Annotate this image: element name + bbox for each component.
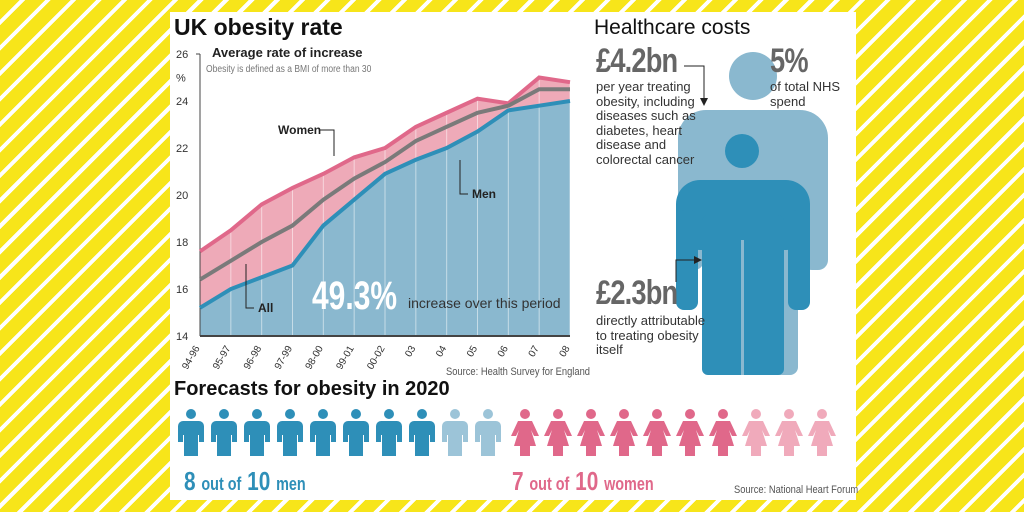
man-icon	[440, 408, 470, 461]
x-tick-label: 03	[403, 344, 418, 360]
y-tick-label: 18	[176, 237, 188, 249]
men-out-of: out of	[201, 474, 242, 494]
men-total: 10	[247, 466, 271, 496]
x-tick-label: 95-97	[211, 344, 234, 372]
x-tick-label: 94-96	[180, 344, 203, 372]
series-line-women	[198, 75, 571, 254]
x-tick-label: 04	[434, 344, 449, 360]
men-forecast: 8 out of 10 men	[184, 466, 306, 497]
man-icon	[374, 408, 404, 461]
costs-title: Healthcare costs	[594, 16, 751, 39]
woman-icon	[642, 408, 672, 461]
man-icon	[308, 408, 338, 461]
x-tick-label: 07	[527, 344, 542, 360]
man-icon	[242, 408, 272, 461]
y-tick-label: 24	[176, 96, 188, 108]
stat-5-percent-text: of total NHS spend	[770, 79, 841, 109]
chart-subtitle: Obesity is defined as a BMI of more than…	[206, 64, 372, 75]
y-unit-label: %	[176, 73, 186, 85]
women-arrow	[320, 129, 335, 156]
man-icon	[275, 408, 305, 461]
x-tick-label: 00-02	[365, 344, 388, 372]
stat-4-2bn: £4.2bn	[596, 42, 678, 80]
men-count: 8	[184, 466, 196, 496]
series-line-all	[198, 87, 570, 282]
y-tick-label: 16	[176, 284, 188, 296]
stat-5-percent: 5%	[770, 42, 809, 80]
stat-2-3bn-text: directly attributable to treating obesit…	[596, 313, 706, 357]
label-women: Women	[278, 123, 321, 137]
woman-icon	[576, 408, 606, 461]
man-icon	[209, 408, 239, 461]
y-tick-label: 20	[176, 190, 188, 202]
stat-4-2bn-text: per year treating obesity, including dis…	[596, 79, 696, 167]
y-tick-label: 22	[176, 143, 188, 155]
man-icon	[407, 408, 437, 461]
small-person-icon	[676, 134, 810, 375]
x-tick-label: 99-01	[334, 344, 357, 372]
woman-icon	[741, 408, 771, 461]
women-forecast: 7 out of 10 women	[512, 466, 654, 497]
y-tick-label: 14	[176, 331, 188, 343]
women-label: women	[604, 474, 654, 494]
woman-icon	[543, 408, 573, 461]
x-tick-label: 06	[496, 344, 511, 360]
women-out-of: out of	[529, 474, 570, 494]
woman-icon	[774, 408, 804, 461]
men-arrow	[459, 160, 468, 195]
man-icon	[176, 408, 206, 461]
forecast-title: Forecasts for obesity in 2020	[174, 378, 450, 400]
infographic-panel: UK obesity rate 94-96 95-97 96-98 97-99 98-0…	[170, 12, 859, 500]
series-line-men	[198, 99, 571, 310]
woman-icon	[708, 408, 738, 461]
headline-percent: 49.3%	[312, 274, 398, 318]
women-total: 10	[575, 466, 599, 496]
man-icon	[341, 408, 371, 461]
chart-source: Source: Health Survey for England	[446, 366, 590, 378]
women-pictogram	[510, 408, 837, 461]
all-arrow	[245, 264, 254, 309]
x-tick-label: 97-99	[273, 344, 296, 372]
obesity-chart: 94-96 95-97 96-98 97-99 98-00 99-01 00-02 03 04 0…	[176, 49, 573, 372]
people-figures	[676, 52, 828, 375]
x-tick-label: 98-00	[304, 344, 327, 372]
obesity-title: UK obesity rate	[174, 14, 343, 40]
woman-icon	[609, 408, 639, 461]
x-tick-label: 05	[465, 344, 480, 360]
forecast-source: Source: National Heart Forum	[734, 484, 859, 496]
woman-icon	[807, 408, 837, 461]
x-tick-label: 08	[558, 344, 573, 360]
women-count: 7	[512, 466, 524, 496]
woman-icon	[675, 408, 705, 461]
stat-2-3bn: £2.3bn	[596, 274, 678, 312]
man-icon	[473, 408, 503, 461]
woman-icon	[510, 408, 540, 461]
label-all: All	[258, 301, 273, 315]
men-pictogram	[176, 408, 503, 461]
y-tick-label: 26	[176, 49, 188, 61]
x-tick-label: 96-98	[242, 344, 265, 372]
cost-arrows	[675, 65, 708, 282]
chart-title: Average rate of increase	[212, 45, 363, 60]
men-label: men	[276, 474, 306, 494]
label-men: Men	[472, 187, 496, 201]
headline-text: increase over this period	[408, 295, 561, 311]
